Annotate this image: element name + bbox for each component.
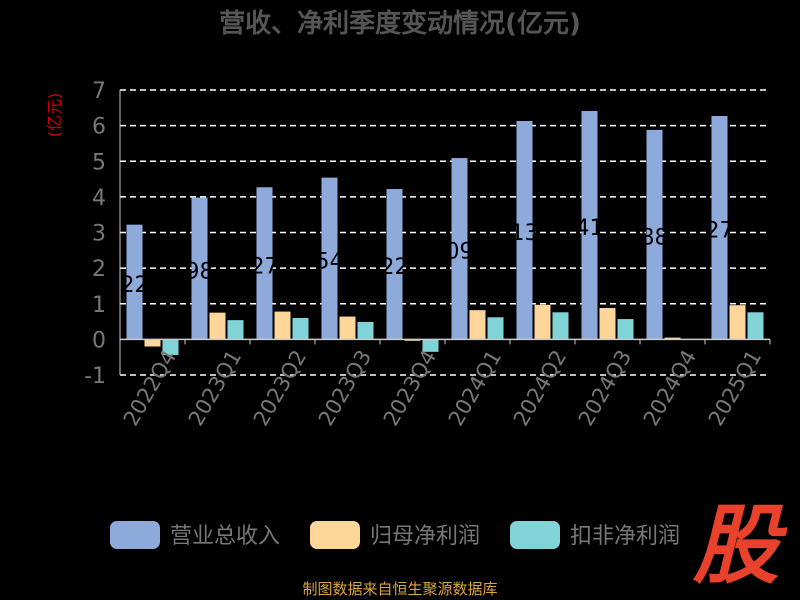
y-tick-label: 1 [92, 293, 106, 318]
x-tick-label: 2023Q2 [249, 346, 311, 430]
data-label: 22 [121, 273, 149, 298]
bar-扣非净利润-2023Q1 [227, 320, 244, 340]
bar-扣非净利润-2025Q1 [747, 312, 764, 340]
axis-layer: -1 0 1 2 3 4 5 6 7 2022Q4 2023Q1 2023Q2 2023Q3 2023Q4… [84, 79, 771, 430]
x-tick-label: 2024Q3 [574, 346, 636, 430]
bar-归母净利润-2024Q4 [664, 337, 681, 340]
bar-归母净利润-2025Q1 [729, 305, 746, 340]
x-tick-label: 2023Q1 [184, 346, 246, 430]
bar-营业总收入-2023Q3 [321, 177, 338, 340]
brand-logo: 股 [693, 496, 779, 596]
legend-swatch [310, 521, 360, 549]
x-tick-label: 2025Q1 [704, 346, 766, 430]
bar-扣非净利润-2024Q2 [552, 312, 569, 340]
bar-归母净利润-2024Q1 [469, 310, 486, 340]
data-label: 27 [251, 254, 279, 279]
bar-营业总收入-2022Q4 [126, 224, 143, 340]
source-footer: 制图数据来自恒生聚源数据库 [302, 580, 498, 598]
bar-扣非净利润-2023Q4 [422, 339, 439, 352]
data-label: 98 [186, 259, 214, 284]
y-tick-label: 7 [92, 79, 106, 104]
bar-归母净利润-2023Q1 [209, 312, 226, 340]
bar-归母净利润-2023Q3 [339, 316, 356, 340]
legend[interactable]: 营业总收入 归母净利润 扣非净利润 [110, 521, 680, 549]
legend-item[interactable]: 归母净利润 [310, 521, 480, 549]
bar-扣非净利润-2022Q4 [162, 339, 179, 356]
data-label: 22 [381, 255, 409, 280]
y-tick-label: 5 [92, 150, 106, 175]
legend-label: 扣非净利润 [570, 524, 680, 549]
y-tick-label: 2 [92, 257, 106, 282]
bar-营业总收入-2023Q2 [256, 187, 273, 340]
y-tick-label: -1 [84, 364, 106, 389]
bar-营业总收入-2025Q1 [711, 116, 728, 340]
x-tick-label: 2024Q2 [509, 346, 571, 430]
y-tick-label: 6 [92, 115, 106, 140]
data-label: 41 [576, 216, 604, 241]
x-tick-label: 2023Q3 [314, 346, 376, 430]
chart-title: 营收、净利季度变动情况(亿元) [219, 8, 581, 39]
bar-归母净利润-2022Q4 [144, 339, 161, 347]
y-tick-label: 3 [92, 222, 106, 247]
bar-营业总收入-2023Q4 [386, 189, 403, 340]
bar-扣非净利润-2024Q3 [617, 319, 634, 340]
bar-营业总收入-2024Q3 [581, 111, 598, 340]
bar-归母净利润-2023Q2 [274, 311, 291, 340]
legend-swatch [510, 521, 560, 549]
legend-item[interactable]: 扣非净利润 [510, 521, 680, 549]
bar-营业总收入-2024Q2 [516, 120, 533, 340]
bar-扣非净利润-2024Q1 [487, 317, 504, 340]
x-tick-label: 2022Q4 [119, 346, 181, 430]
bar-扣非净利润-2023Q3 [357, 321, 374, 340]
x-tick-label: 2024Q4 [639, 346, 701, 430]
legend-swatch [110, 521, 160, 549]
y-tick-label: 4 [92, 186, 106, 211]
bar-营业总收入-2023Q1 [191, 197, 208, 340]
data-label: 54 [316, 250, 344, 275]
data-label: 88 [641, 226, 669, 251]
bar-营业总收入-2024Q1 [451, 158, 468, 340]
y-axis-label: (亿元) [45, 93, 64, 138]
legend-label: 归母净利润 [370, 524, 480, 549]
data-labels-layer: 22 98 27 54 22 09 13 41 88 27 [121, 216, 734, 298]
data-label: 09 [446, 240, 474, 265]
bar-扣非净利润-2023Q2 [292, 318, 309, 340]
bars-layer [126, 111, 764, 356]
data-label: 13 [511, 221, 539, 246]
bar-归母净利润-2024Q3 [599, 308, 616, 340]
data-label: 27 [706, 219, 734, 244]
bar-营业总收入-2024Q4 [646, 129, 663, 340]
bar-归母净利润-2024Q2 [534, 304, 551, 340]
legend-item[interactable]: 营业总收入 [110, 521, 280, 549]
x-tick-label: 2024Q1 [444, 346, 506, 430]
x-tick-label: 2023Q4 [379, 346, 441, 430]
y-tick-label: 0 [92, 328, 106, 353]
legend-label: 营业总收入 [170, 524, 280, 549]
